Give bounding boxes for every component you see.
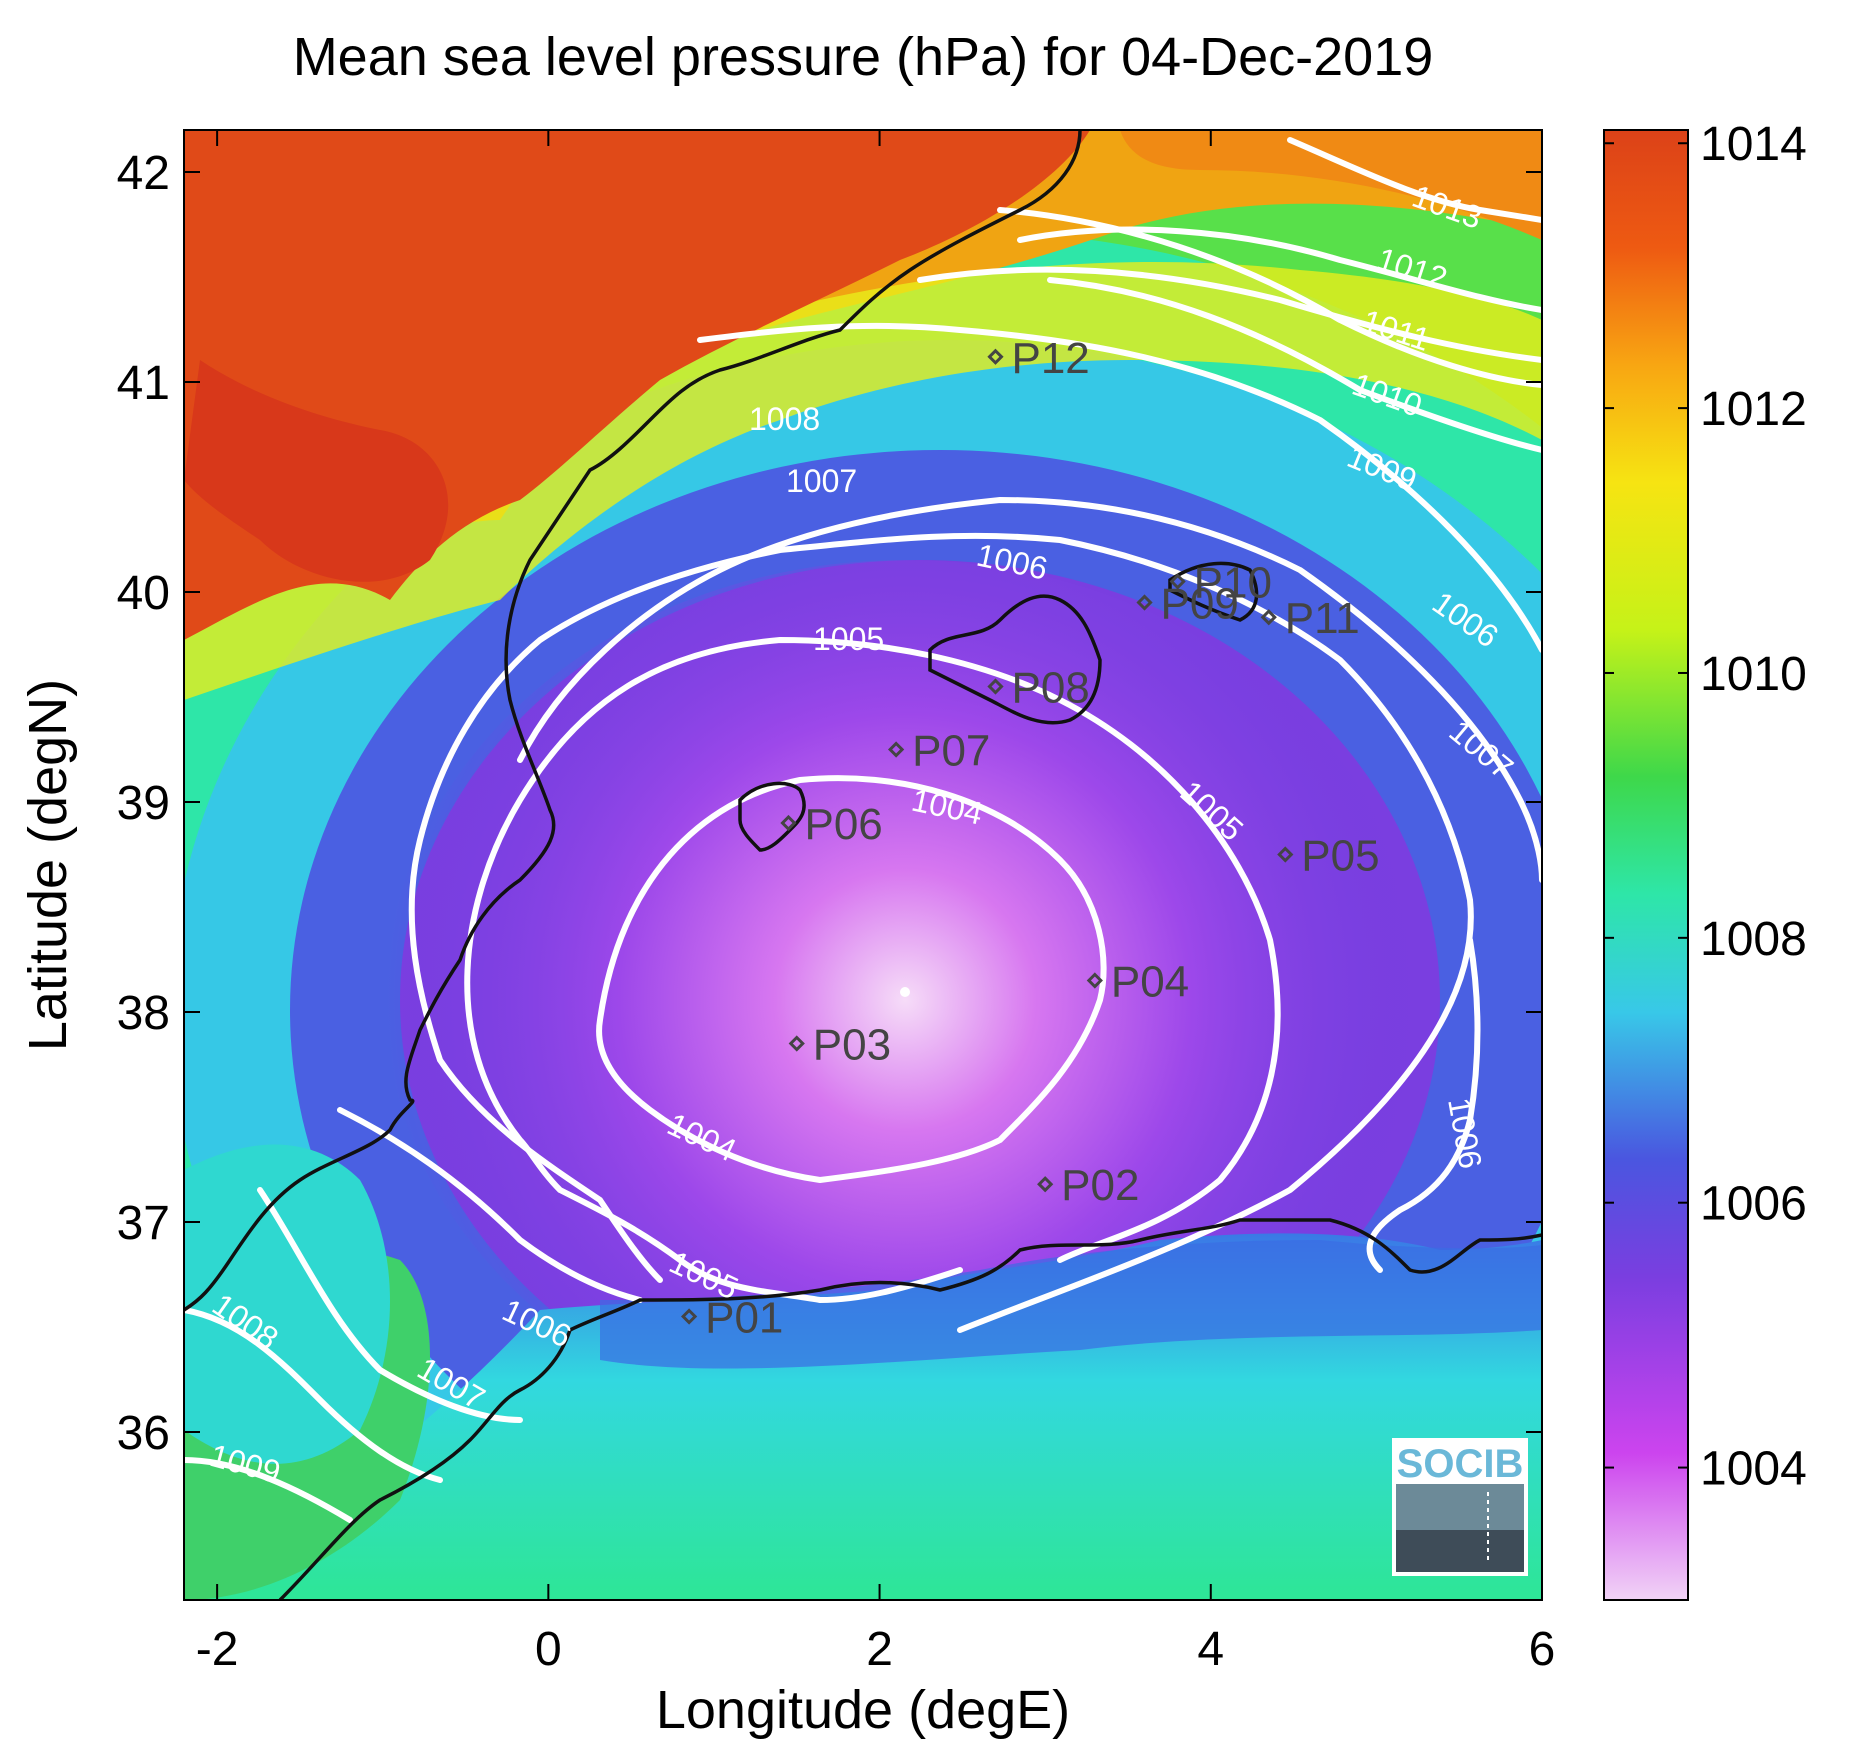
station-label: P08 [1011,664,1089,713]
contour-1008 [184,322,1542,1483]
colorbar [1603,129,1689,1601]
colorbar-tick-label: 1004 [1700,1443,1807,1496]
x-tick-label: -2 [196,1623,239,1676]
station-label: P06 [804,800,882,849]
colorbar-tick-label: 1014 [1700,118,1807,171]
station-label: P12 [1011,334,1089,383]
field-africa-blue [600,1240,1542,1369]
coastline-ibiza [738,781,806,852]
station-label: P04 [1111,958,1189,1007]
y-tick-label: 39 [117,777,170,830]
coastlines [184,130,1542,1600]
y-tick-label: 36 [117,1407,170,1460]
station-marker [1169,573,1186,590]
field-iberia-highlands [184,360,449,582]
logo-text: SOCIB [1397,1442,1524,1486]
station-label: P02 [1061,1161,1139,1210]
x-tick-label: 0 [535,1623,562,1676]
station-marker [987,678,1004,695]
contour-label: 1005 [813,621,884,657]
contour-1013 [1287,137,1542,223]
colorbar-tick-label: 1012 [1700,383,1807,436]
x-axis-ticks: -2 0 2 4 6 [196,130,1556,1676]
y-tick-label: 37 [117,1197,170,1250]
coastline-mallorca [928,594,1102,725]
station-marker [788,1035,805,1052]
contour-1005 [464,636,1281,1304]
station-label: P07 [912,727,990,776]
x-tick-label: 6 [1529,1623,1556,1676]
x-axis-label: Longitude (degE) [656,1680,1070,1740]
station-marker [1277,846,1294,863]
station-label: P03 [813,1021,891,1070]
y-axis-label: Latitude (degN) [18,679,78,1051]
field-southwest-cyan [184,1144,390,1464]
map-title: Mean sea level pressure (hPa) for 04-Dec… [293,27,1434,87]
contour-1006 [337,532,1474,1333]
x-tick-label: 4 [1197,1623,1224,1676]
contour-1012 [1017,226,1542,313]
station-label: P01 [705,1294,783,1343]
contour-label: 1008 [749,401,820,437]
contour-label: 1007 [786,463,857,499]
station-marker [888,741,905,758]
coastline-iberia [184,130,1082,1312]
colorbar-ticks: 1004 1006 1008 1010 1012 1014 [1604,118,1807,1496]
colorbar-tick-label: 1010 [1700,648,1807,701]
contour-1009 [184,277,1542,1523]
coastline-menorca [1168,561,1259,622]
station-label: P10 [1194,559,1272,608]
station-marker [1086,972,1103,989]
station-label: P09 [1161,580,1239,629]
low-center-marker [900,987,910,997]
contour-lines [184,137,1542,1523]
station-marker [987,348,1004,365]
station-label: P05 [1301,832,1379,881]
colorbar-tick-label: 1006 [1700,1178,1807,1231]
colorbar-tick-label: 1008 [1700,913,1807,966]
station-marker [780,814,797,832]
station-marker [1136,594,1153,611]
coastline-africa [278,1218,1542,1600]
y-tick-label: 41 [117,357,170,410]
field-northeast-orange [1120,130,1542,240]
y-tick-label: 40 [117,567,170,620]
contour-1011 [917,266,1542,363]
socib-logo: SOCIB [1392,1438,1528,1576]
plot-area: 1013 1012 1011 1010 1009 1008 1007 1006 … [184,130,1542,1600]
station-marker [1037,1176,1054,1193]
x-tick-label: 2 [866,1623,893,1676]
y-axis-ticks: 36 37 38 39 40 41 42 [117,147,1542,1460]
station-marker [1260,609,1277,626]
plot-frame [183,129,1543,1601]
station-label: P11 [1285,594,1360,643]
y-tick-label: 42 [117,147,170,200]
field-low-center [385,560,1425,1440]
y-tick-label: 38 [117,987,170,1040]
contour-1004 [596,775,1107,1184]
logo-image-dark [1396,1530,1524,1572]
station-marker [680,1308,698,1325]
contour-1007 [257,496,1542,1423]
contour-1010 [997,207,1542,388]
